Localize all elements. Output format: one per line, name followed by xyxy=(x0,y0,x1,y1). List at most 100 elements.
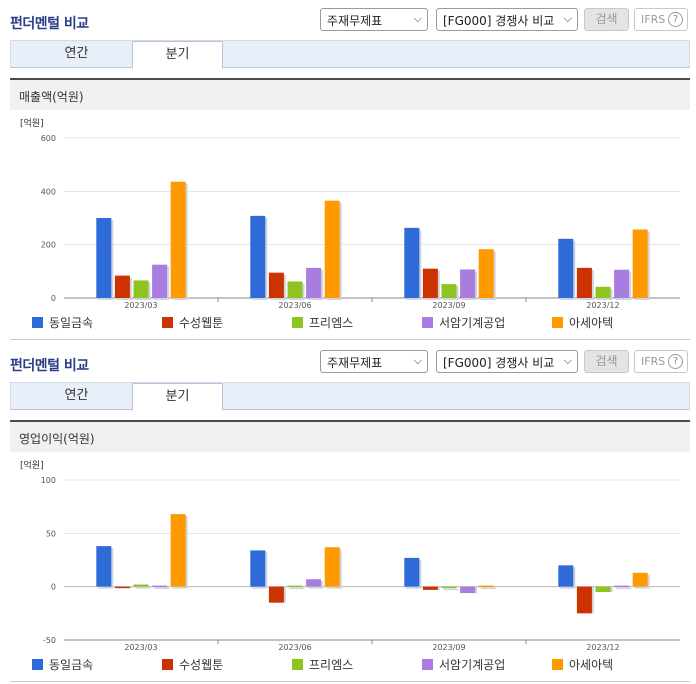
x-tick-label: 2023/12 xyxy=(586,643,619,652)
bar xyxy=(268,586,284,603)
section-header: 펀더멘털 비교 주재무제표 ⌵ [FG000] 경쟁사 비교 ⌵ 검색 IFRS… xyxy=(0,342,696,382)
tab-annual[interactable]: 연간 xyxy=(64,46,89,61)
legend-swatch xyxy=(292,317,303,328)
bar xyxy=(96,546,112,587)
bar xyxy=(441,586,457,589)
bar xyxy=(404,227,420,298)
bar xyxy=(114,275,130,298)
chart-box: 영업이익(억원) [억원] -50 0 50 100 2023/03 2023/06 2023… xyxy=(10,420,690,682)
tab-annual[interactable]: 연간 xyxy=(64,388,89,403)
legend-label: 프리엠스 xyxy=(309,658,354,672)
ifrs-button[interactable]: IFRS ? xyxy=(634,8,688,31)
chart-header: 영업이익(억원) xyxy=(10,422,690,452)
y-unit-label: [억원] xyxy=(20,459,44,471)
section-title: 펀더멘털 비교 xyxy=(10,16,89,32)
bar xyxy=(250,215,266,298)
chevron-down-icon: ⌵ xyxy=(413,12,422,25)
bar xyxy=(576,586,592,614)
chart-legend: 동일금속 수성웹툰 프리엠스 서암기계공업 아세아텍 xyxy=(10,312,690,332)
bar xyxy=(558,565,574,587)
bar xyxy=(170,181,186,298)
x-tick-label: 2023/03 xyxy=(124,643,157,652)
legend-swatch xyxy=(552,317,563,328)
legend-label: 서암기계공업 xyxy=(439,658,506,672)
y-tick-label: 0 xyxy=(51,294,56,303)
bar-shadow xyxy=(616,587,632,590)
legend-item[interactable]: 프리엠스 xyxy=(292,656,353,672)
legend-item[interactable]: 아세아텍 xyxy=(552,314,613,330)
x-tick-label: 2023/09 xyxy=(432,643,465,652)
ifrs-label: IFRS xyxy=(641,355,666,368)
statement-select-value: 주재무제표 xyxy=(327,356,383,370)
statement-select-value: 주재무제표 xyxy=(327,14,383,28)
bar xyxy=(306,267,322,298)
bar xyxy=(152,264,168,298)
search-button[interactable]: 검색 xyxy=(584,8,629,31)
x-tick-label: 2023/06 xyxy=(278,301,311,310)
chart-legend: 동일금속 수성웹툰 프리엠스 서암기계공업 아세아텍 xyxy=(10,654,690,674)
legend-item[interactable]: 서암기계공업 xyxy=(422,656,505,672)
bar xyxy=(460,269,476,298)
legend-label: 수성웹툰 xyxy=(179,658,224,672)
bar xyxy=(287,585,303,588)
group-select-value: [FG000] 경쟁사 비교 xyxy=(443,356,555,370)
legend-swatch xyxy=(32,317,43,328)
chevron-down-icon: ⌵ xyxy=(563,12,572,25)
legend-item[interactable]: 프리엠스 xyxy=(292,314,353,330)
legend-label: 서암기계공업 xyxy=(439,316,506,330)
bar xyxy=(478,249,494,298)
period-tabs: 연간 분기 xyxy=(10,382,690,411)
chart-box: 매출액(억원) [억원] 0 200 400 600 2023/03 2023/06 2023… xyxy=(10,78,690,340)
group-select[interactable]: [FG000] 경쟁사 비교 ⌵ xyxy=(436,350,578,373)
y-tick-label: 600 xyxy=(41,134,56,143)
bar xyxy=(306,579,322,587)
statement-select[interactable]: 주재무제표 ⌵ xyxy=(320,8,428,31)
group-select-value: [FG000] 경쟁사 비교 xyxy=(443,14,555,28)
legend-label: 아세아텍 xyxy=(569,316,614,330)
bar xyxy=(422,268,438,298)
legend-item[interactable]: 아세아텍 xyxy=(552,656,613,672)
legend-swatch xyxy=(552,659,563,670)
legend-swatch xyxy=(162,659,173,670)
y-tick-label: -50 xyxy=(43,636,56,645)
search-button[interactable]: 검색 xyxy=(584,350,629,373)
y-tick-label: 400 xyxy=(41,187,56,196)
y-tick-label: 200 xyxy=(41,241,56,250)
help-icon[interactable]: ? xyxy=(668,354,683,369)
statement-select[interactable]: 주재무제표 ⌵ xyxy=(320,350,428,373)
section-header: 펀더멘털 비교 주재무제표 ⌵ [FG000] 경쟁사 비교 ⌵ 검색 IFRS… xyxy=(0,0,696,40)
help-icon[interactable]: ? xyxy=(668,12,683,27)
bar-shadow xyxy=(480,587,496,590)
legend-swatch xyxy=(162,317,173,328)
x-tick-label: 2023/06 xyxy=(278,643,311,652)
bar xyxy=(632,572,648,587)
legend-item[interactable]: 수성웹툰 xyxy=(162,314,223,330)
bar xyxy=(114,586,130,589)
group-select[interactable]: [FG000] 경쟁사 비교 ⌵ xyxy=(436,8,578,31)
bar xyxy=(133,584,149,587)
legend-swatch xyxy=(32,659,43,670)
bar xyxy=(324,547,340,587)
bar xyxy=(558,238,574,298)
legend-label: 동일금속 xyxy=(49,658,94,672)
tab-quarter[interactable]: 분기 xyxy=(132,41,223,69)
bar xyxy=(324,200,340,298)
bar xyxy=(441,284,457,298)
bar xyxy=(576,267,592,298)
legend-item[interactable]: 동일금속 xyxy=(32,314,93,330)
section-title: 펀더멘털 비교 xyxy=(10,358,89,374)
bar xyxy=(250,550,266,587)
bar xyxy=(422,586,438,590)
chart-header: 매출액(억원) xyxy=(10,80,690,110)
ifrs-label: IFRS xyxy=(641,13,666,26)
legend-item[interactable]: 서암기계공업 xyxy=(422,314,505,330)
bar xyxy=(152,585,168,588)
legend-item[interactable]: 수성웹툰 xyxy=(162,656,223,672)
y-unit-label: [억원] xyxy=(20,117,44,129)
bar xyxy=(614,269,630,298)
legend-item[interactable]: 동일금속 xyxy=(32,656,93,672)
bar xyxy=(614,585,630,588)
tab-quarter[interactable]: 분기 xyxy=(132,383,223,411)
ifrs-button[interactable]: IFRS ? xyxy=(634,350,688,373)
x-tick-label: 2023/03 xyxy=(124,301,157,310)
